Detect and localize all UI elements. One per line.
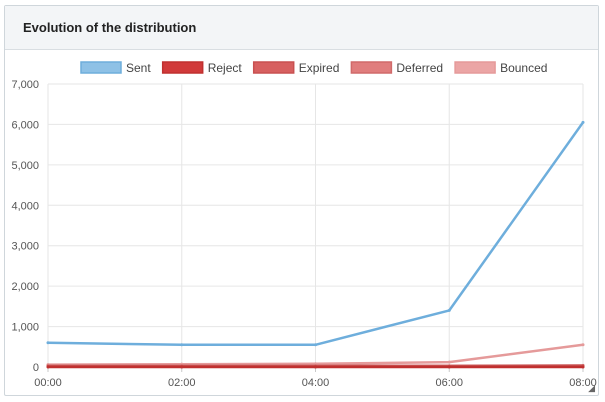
legend-item-sent[interactable]: Sent: [80, 61, 151, 75]
legend-swatch[interactable]: [454, 61, 496, 74]
legend-item-deferred[interactable]: Deferred: [350, 61, 443, 75]
legend-label[interactable]: Sent: [126, 61, 151, 75]
data-point-reject: [314, 365, 317, 369]
legend-swatch[interactable]: [350, 61, 393, 74]
y-tick-label: 1,000: [11, 322, 39, 334]
resize-handle-icon[interactable]: ◢: [588, 383, 595, 393]
legend-swatch[interactable]: [80, 61, 122, 74]
y-axis: 0 1,000 2,000 3,000 4,000 5,000 6,000 7,000: [11, 79, 39, 374]
legend-item-reject[interactable]: Reject: [161, 61, 243, 75]
y-tick-label: 5,000: [11, 160, 39, 172]
y-tick-label: 3,000: [11, 241, 39, 253]
data-point-reject: [447, 365, 451, 369]
y-tick-label: 7,000: [11, 79, 39, 91]
data-point-sent: [314, 343, 317, 347]
x-tick-label: 00:00: [34, 377, 62, 389]
data-point-bounced: [581, 343, 585, 347]
data-point-bounced: [447, 360, 451, 364]
y-tick-label: 4,000: [11, 200, 39, 212]
grid: [47, 83, 584, 372]
x-tick-label: 06:00: [435, 377, 463, 389]
data-point-sent: [180, 343, 184, 347]
legend-swatch[interactable]: [161, 61, 204, 74]
data-point-sent: [581, 120, 585, 124]
data-point-reject: [46, 365, 50, 369]
legend-label[interactable]: Deferred: [396, 61, 443, 75]
legend-item-expired[interactable]: Expired: [252, 61, 340, 75]
legend-item-bounced[interactable]: Bounced: [454, 61, 547, 75]
legend: Sent Reject Expired Deferred Bounced: [80, 61, 547, 75]
x-tick-label: 04:00: [302, 377, 330, 389]
data-point-reject: [581, 365, 585, 369]
x-axis: 00:00 02:00 04:00 06:00 08:00: [34, 377, 597, 389]
y-tick-label: 0: [33, 362, 39, 374]
data-point-sent: [46, 341, 50, 345]
x-tick-label: 08:00: [569, 377, 597, 389]
legend-label[interactable]: Expired: [299, 61, 340, 75]
panel-title: Evolution of the distribution: [23, 20, 197, 35]
y-tick-label: 6,000: [11, 119, 39, 131]
data-point-reject: [180, 365, 184, 369]
data-point-sent: [447, 308, 451, 312]
legend-swatch[interactable]: [252, 61, 295, 74]
panel-header: Evolution of the distribution: [5, 6, 598, 50]
x-tick-label: 02:00: [168, 377, 196, 389]
series-lines: [46, 120, 585, 369]
legend-label[interactable]: Bounced: [500, 61, 547, 75]
legend-label[interactable]: Reject: [208, 61, 243, 75]
y-tick-label: 2,000: [11, 281, 39, 293]
